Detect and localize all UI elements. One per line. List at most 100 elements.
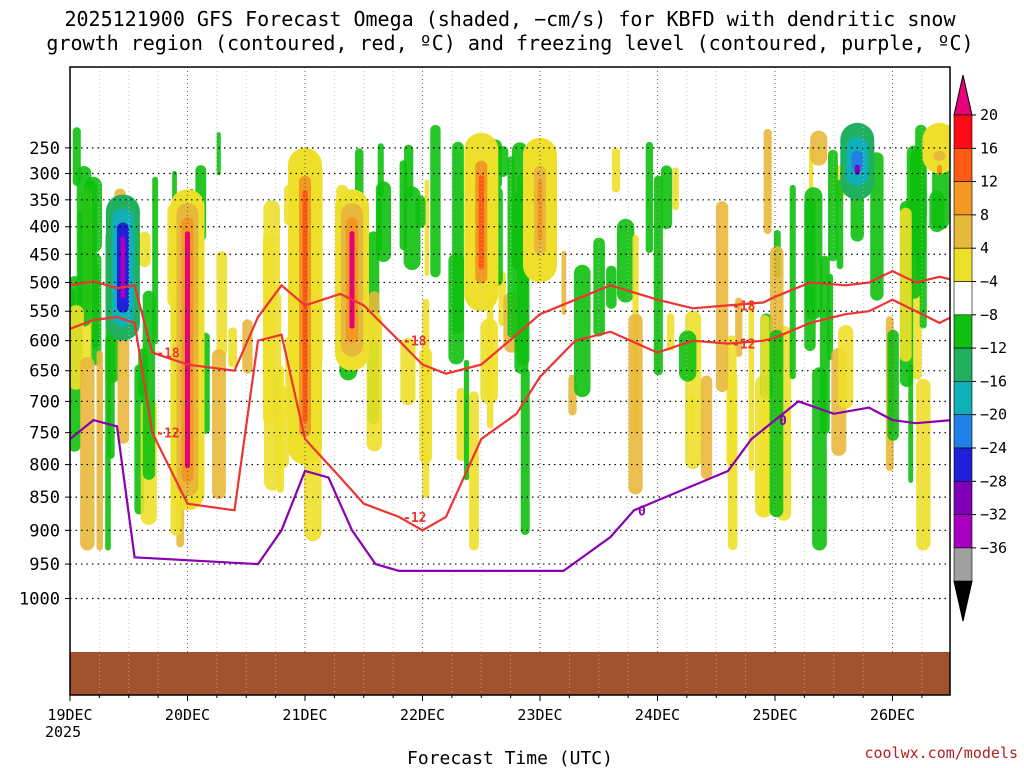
- omega-core: [120, 236, 126, 299]
- x-axis: 19DEC 20DEC 21DEC 22DEC 23DEC 24DEC 25DEC 26DEC: [47, 695, 923, 724]
- colorbar-segment: [953, 480, 973, 515]
- y-tick-label: 750: [29, 424, 60, 444]
- chart-title-line2: growth region (contoured, red, ºC) and f…: [46, 31, 973, 55]
- y-tick-label: 1000: [19, 590, 60, 610]
- omega-streak: [804, 187, 823, 320]
- chart-title-line1: 2025121900 GFS Forecast Omega (shaded, −…: [64, 7, 956, 31]
- omega-streak: [107, 330, 115, 459]
- colorbar-tick-label: 20: [980, 106, 998, 124]
- omega-streak: [463, 359, 470, 481]
- y-tick-label: 500: [29, 273, 60, 293]
- omega-streak: [117, 323, 130, 444]
- omega-streak: [574, 264, 591, 398]
- omega-streak: [908, 364, 914, 483]
- credit-label: coolwx.com/models: [864, 744, 1018, 762]
- colorbar-tick-label: −24: [980, 439, 1007, 457]
- y-tick-label: 300: [29, 165, 60, 185]
- contours-layer: -18 -18 -18 -12 -12 -12 0 0: [70, 269, 950, 573]
- y-tick-label: 800: [29, 456, 60, 476]
- omega-streak: [216, 132, 221, 176]
- colorbar-tick-label: −32: [980, 506, 1007, 524]
- x-axis-year: 2025: [45, 723, 81, 741]
- omega-streak: [507, 156, 515, 338]
- omega-streak: [419, 347, 432, 464]
- omega-streak: [727, 372, 738, 551]
- y-tick-label: 550: [29, 302, 60, 322]
- colorbar-tick-label: 12: [980, 173, 998, 191]
- y-tick-label: 700: [29, 392, 60, 412]
- omega-streak: [520, 367, 530, 535]
- colorbar-segment: [953, 281, 973, 316]
- colorbar-tick-label: −28: [980, 472, 1007, 490]
- colorbar-segment: [953, 514, 973, 549]
- dgz-contour-label: -12: [156, 427, 179, 442]
- y-tick-label: 350: [29, 191, 60, 211]
- omega-streak: [376, 198, 382, 251]
- x-tick-label: 19DEC: [47, 706, 92, 724]
- omega-streak: [838, 324, 854, 409]
- x-axis-label: Forecast Time (UTC): [407, 748, 613, 768]
- colorbar-segment: [953, 181, 973, 216]
- y-axis: 250 300 350 400 450 500 550 600 650 700 750 800 850 9…: [19, 139, 70, 610]
- omega-streak: [452, 141, 464, 335]
- y-tick-label: 900: [29, 521, 60, 541]
- omega-streak: [919, 186, 927, 329]
- omega-core: [185, 231, 190, 469]
- colorbar-bottom-arrow: [953, 580, 973, 622]
- colorbar-segment: [953, 547, 973, 582]
- colorbar-tick-label: −36: [980, 539, 1007, 557]
- y-tick-label: 400: [29, 218, 60, 238]
- omega-streak: [561, 250, 567, 315]
- dgz-contour-label: -18: [732, 299, 756, 314]
- colorbar-segment: [953, 247, 973, 282]
- plot-frame: [69, 66, 951, 696]
- omega-streak: [645, 141, 653, 253]
- x-tick-label: 23DEC: [517, 706, 562, 724]
- x-tick-label: 21DEC: [282, 706, 327, 724]
- omega-streak: [653, 175, 663, 376]
- omega-streak: [700, 375, 713, 480]
- omega-streak: [660, 165, 673, 230]
- omega-streak: [715, 201, 729, 393]
- omega-streak: [486, 298, 494, 429]
- colorbar: 20 16 12 8 4 −4 −8 −12 −16 −20 −24 −28 −32 −36: [953, 74, 1007, 622]
- y-tick-label: 450: [29, 245, 60, 265]
- colorbar-tick-label: −12: [980, 339, 1007, 357]
- omega-streak: [769, 329, 784, 518]
- omega-core: [537, 179, 543, 241]
- omega-streak: [678, 330, 697, 382]
- x-tick-label: 20DEC: [165, 706, 210, 724]
- omega-streak: [748, 299, 755, 471]
- omega-streak: [870, 152, 884, 301]
- y-tick-label: 600: [29, 332, 60, 352]
- colorbar-segment: [953, 114, 973, 149]
- colorbar-segment: [953, 414, 973, 449]
- omega-streak: [242, 319, 253, 374]
- omega-streak: [887, 329, 899, 441]
- omega-streak: [469, 391, 479, 551]
- colorbar-tick-label: −20: [980, 406, 1007, 424]
- colorbar-segment: [953, 381, 973, 415]
- omega-streak: [611, 147, 621, 193]
- omega-core: [933, 150, 946, 161]
- x-tick-label: 24DEC: [635, 706, 680, 724]
- omega-streak: [606, 265, 617, 309]
- colorbar-tick-label: −8: [980, 306, 998, 324]
- colorbar-top-arrow: [953, 74, 973, 116]
- omega-streak: [760, 315, 770, 516]
- colorbar-tick-label: 8: [980, 206, 989, 224]
- omega-streak: [828, 149, 838, 262]
- omega-streak: [836, 179, 844, 270]
- ground-terrain: [70, 652, 950, 695]
- plot-area: -18 -18 -18 -12 -12 -12 0 0: [69, 66, 951, 696]
- colorbar-tick-label: −16: [980, 372, 1007, 390]
- omega-streak: [216, 251, 228, 358]
- x-tick-label: 25DEC: [752, 706, 797, 724]
- omega-core: [851, 150, 864, 172]
- omega-core: [854, 164, 860, 175]
- omega-streak: [913, 285, 922, 380]
- colorbar-tick-label: −4: [980, 273, 998, 291]
- colorbar-tick-label: 4: [980, 239, 989, 257]
- colorbar-segment: [953, 148, 973, 182]
